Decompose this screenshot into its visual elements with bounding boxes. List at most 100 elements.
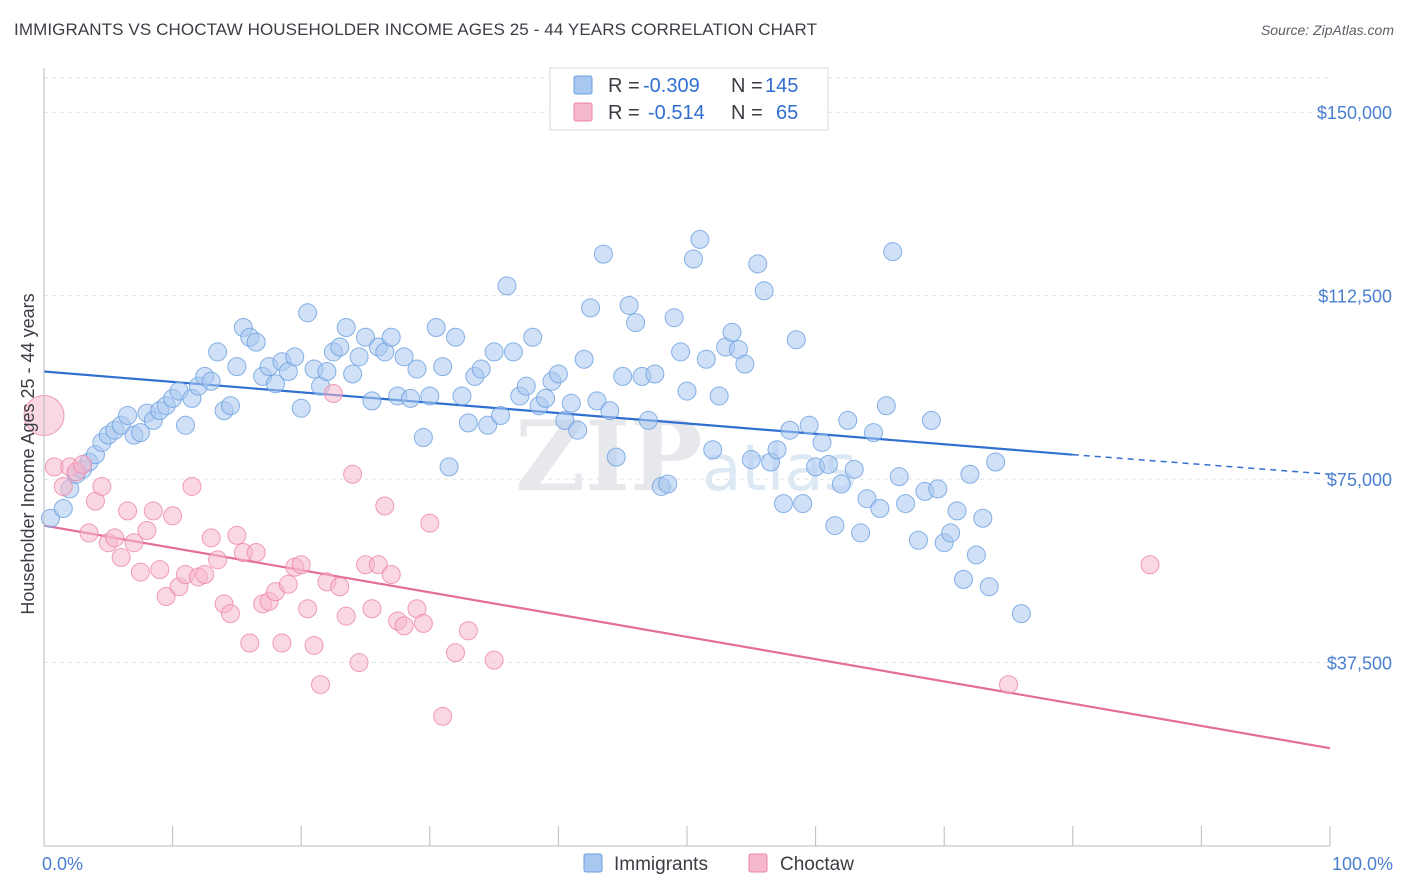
data-point xyxy=(446,643,466,663)
legend-swatch-immigrants xyxy=(573,75,593,95)
data-point xyxy=(130,562,150,582)
data-point xyxy=(613,366,633,386)
data-point xyxy=(696,349,716,369)
y-axis-label: Householder Income Ages 25 - 44 years xyxy=(18,293,38,614)
data-point xyxy=(1011,604,1031,624)
data-point xyxy=(960,464,980,484)
legend-n-label: N = xyxy=(731,75,763,97)
data-point xyxy=(208,342,228,362)
data-point xyxy=(863,423,883,443)
data-point xyxy=(735,354,755,374)
data-point xyxy=(593,244,613,264)
data-point xyxy=(124,533,144,553)
data-point xyxy=(407,359,427,379)
data-point xyxy=(240,633,260,653)
data-point xyxy=(561,393,581,413)
data-point xyxy=(748,254,768,274)
data-point xyxy=(362,391,382,411)
data-points xyxy=(23,229,1160,726)
x-tick-label-left: 0.0% xyxy=(42,854,83,874)
data-point xyxy=(439,457,459,477)
data-point xyxy=(368,555,388,575)
y-tick-labels: $37,500 $75,000 $112,500 $150,000 xyxy=(1317,103,1392,673)
data-point xyxy=(375,496,395,516)
data-point xyxy=(336,606,356,626)
data-point xyxy=(857,489,877,509)
data-point xyxy=(420,513,440,533)
data-point xyxy=(336,317,356,337)
data-point xyxy=(889,467,909,487)
data-point xyxy=(503,342,523,362)
data-point xyxy=(555,410,575,430)
data-point xyxy=(831,474,851,494)
chart-title: IMMIGRANTS VS CHOCTAW HOUSEHOLDER INCOME… xyxy=(14,20,818,39)
data-point xyxy=(446,327,466,347)
data-point xyxy=(703,440,723,460)
data-point xyxy=(600,401,620,421)
data-point xyxy=(574,349,594,369)
data-point xyxy=(780,420,800,440)
data-point xyxy=(941,523,961,543)
data-point xyxy=(137,520,157,540)
data-point xyxy=(921,410,941,430)
data-point xyxy=(851,523,871,543)
data-point xyxy=(966,545,986,565)
y-tick-label: $37,500 xyxy=(1327,654,1392,674)
data-point xyxy=(722,322,742,342)
data-point xyxy=(619,295,639,315)
data-point xyxy=(381,327,401,347)
data-point xyxy=(420,386,440,406)
data-point xyxy=(317,362,337,382)
data-point xyxy=(330,337,350,357)
trend-line-choctaw xyxy=(43,524,1331,750)
bottom-legend-label: Immigrants xyxy=(614,854,708,875)
data-point xyxy=(606,447,626,467)
data-point xyxy=(786,330,806,350)
data-point xyxy=(227,525,247,545)
data-point xyxy=(799,415,819,435)
data-point xyxy=(548,364,568,384)
data-point xyxy=(394,616,414,636)
data-point xyxy=(79,523,99,543)
data-point xyxy=(53,476,73,496)
data-point xyxy=(291,398,311,418)
bottom-legend-swatch-immigrants xyxy=(583,853,603,873)
legend-n-value: 65 xyxy=(776,102,798,124)
data-point xyxy=(163,506,183,526)
data-point xyxy=(118,406,138,426)
data-point xyxy=(638,410,658,430)
bottom-legend: Immigrants Choctaw xyxy=(583,853,854,875)
data-point xyxy=(246,542,266,562)
legend-n-label: N = xyxy=(731,102,763,124)
data-point xyxy=(478,415,498,435)
x-tick-label-right: 100.0% xyxy=(1332,854,1393,874)
data-point xyxy=(844,459,864,479)
legend-r-label: R = xyxy=(608,102,640,124)
data-point xyxy=(278,574,298,594)
data-point xyxy=(310,675,330,695)
data-point xyxy=(413,613,433,633)
data-point xyxy=(362,599,382,619)
data-point xyxy=(818,454,838,474)
data-point xyxy=(986,452,1006,472)
bottom-legend-label: Choctaw xyxy=(780,854,854,875)
data-point xyxy=(523,327,543,347)
data-point xyxy=(401,388,421,408)
data-point xyxy=(208,550,228,570)
data-point xyxy=(433,357,453,377)
data-point xyxy=(626,313,646,333)
data-point xyxy=(381,565,401,585)
data-point xyxy=(767,440,787,460)
y-tick-label: $112,500 xyxy=(1318,287,1392,307)
data-point xyxy=(709,386,729,406)
data-point xyxy=(896,494,916,514)
data-point xyxy=(73,454,93,474)
data-point xyxy=(812,432,832,452)
data-point xyxy=(825,516,845,536)
data-point xyxy=(105,528,125,548)
data-point xyxy=(349,347,369,367)
data-point xyxy=(587,391,607,411)
data-point xyxy=(568,420,588,440)
data-point xyxy=(484,650,504,670)
data-point xyxy=(111,547,131,567)
